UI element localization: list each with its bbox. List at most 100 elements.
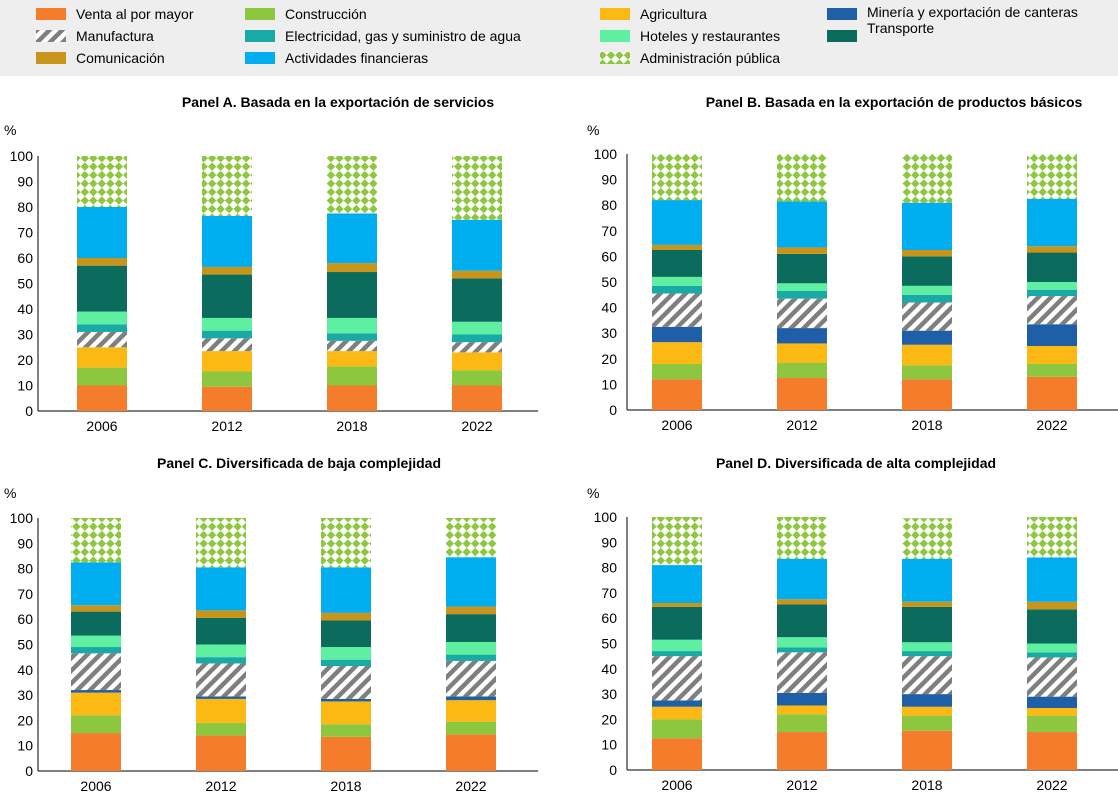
bar-segment-agricultura xyxy=(77,347,127,368)
bar-segment-venta-al-por-mayor xyxy=(71,733,121,771)
bar-segment-mineria-y-exportacion-de-canteras xyxy=(71,690,121,693)
bar-segment-venta-al-por-mayor xyxy=(1027,376,1077,410)
bar-segment-actividades-financieras xyxy=(902,558,952,602)
chart-panel-c: Panel C. Diversificada de baja complejid… xyxy=(4,455,538,794)
y-tick-label: 90 xyxy=(601,534,617,550)
y-tick-label: 20 xyxy=(601,711,617,727)
bar-segment-hoteles-y-restaurantes xyxy=(327,317,377,334)
x-tick-label: 2012 xyxy=(205,778,236,794)
y-tick-label: 40 xyxy=(17,301,33,317)
bar-segment-actividades-financieras xyxy=(777,201,827,248)
legend-label: Actividades financieras xyxy=(285,50,428,66)
bar-segment-transporte xyxy=(1027,252,1077,282)
legend-swatch xyxy=(36,52,66,64)
y-tick-label: 90 xyxy=(17,174,33,190)
bar-segment-venta-al-por-mayor xyxy=(777,732,827,770)
bar-segment-transporte xyxy=(321,620,371,648)
bar-segment-actividades-financieras xyxy=(452,219,502,271)
bar-segment-manufactura xyxy=(77,331,127,348)
bar-segment-agricultura xyxy=(777,705,827,715)
bar-segment-electricidad-gas-y-suministro-de-agua xyxy=(652,651,702,657)
y-tick-label: 100 xyxy=(10,148,34,164)
bar-segment-hoteles-y-restaurantes xyxy=(71,635,121,648)
bar-segment-comunicacion xyxy=(321,612,371,621)
y-tick-label: 50 xyxy=(601,274,617,290)
bar-segment-electricidad-gas-y-suministro-de-agua xyxy=(902,651,952,657)
bar-segment-venta-al-por-mayor xyxy=(652,379,702,410)
bar-segment-administracion-publica xyxy=(777,154,827,202)
bar-segment-transporte xyxy=(777,253,827,284)
bar-segment-electricidad-gas-y-suministro-de-agua xyxy=(446,654,496,661)
y-tick-label: 90 xyxy=(17,535,33,551)
bar-segment-electricidad-gas-y-suministro-de-agua xyxy=(902,294,952,303)
bar-segment-agricultura xyxy=(652,706,702,720)
legend-item-electricidad-gas-y-suministro-de-agua: Electricidad, gas y suministro de agua xyxy=(245,28,521,44)
x-tick-label: 2018 xyxy=(911,417,942,433)
bar-segment-hoteles-y-restaurantes xyxy=(196,644,246,658)
bar-segment-actividades-financieras xyxy=(902,202,952,250)
bar-segment-transporte xyxy=(652,250,702,277)
bar-segment-administracion-publica xyxy=(652,517,702,566)
bar-segment-agricultura xyxy=(71,692,121,716)
y-tick-label: 80 xyxy=(601,197,617,213)
bar-segment-venta-al-por-mayor xyxy=(902,730,952,770)
bar-segment-manufactura xyxy=(327,340,377,352)
bar-segment-transporte xyxy=(202,274,252,318)
y-tick-label: 40 xyxy=(601,300,617,316)
bar-segment-comunicacion xyxy=(777,599,827,605)
legend-label: Construcción xyxy=(285,6,367,22)
bar-segment-comunicacion xyxy=(77,258,127,266)
x-tick-label: 2006 xyxy=(80,778,111,794)
bar-segment-agricultura xyxy=(1027,346,1077,364)
bar-segment-agricultura xyxy=(902,344,952,366)
bar-segment-mineria-y-exportacion-de-canteras xyxy=(652,326,702,343)
bar-segment-venta-al-por-mayor xyxy=(321,736,371,771)
bar-stack-2012 xyxy=(777,154,827,410)
chart-title: Panel B. Basada en la exportación de pro… xyxy=(706,94,1083,110)
bar-segment-hoteles-y-restaurantes xyxy=(902,285,952,295)
bar-segment-agricultura xyxy=(202,351,252,372)
bar-segment-venta-al-por-mayor xyxy=(902,379,952,410)
bar-segment-manufactura xyxy=(902,302,952,331)
legend-swatch xyxy=(245,8,275,20)
bar-segment-administracion-publica xyxy=(777,517,827,559)
bar-segment-administracion-publica xyxy=(452,156,502,220)
y-tick-label: 70 xyxy=(601,585,617,601)
bar-segment-administracion-publica xyxy=(652,154,702,201)
y-axis-label: % xyxy=(4,122,16,138)
bar-segment-construccion xyxy=(1027,715,1077,733)
legend-swatch xyxy=(245,52,275,64)
x-tick-label: 2012 xyxy=(786,777,817,793)
bar-segment-mineria-y-exportacion-de-canteras xyxy=(1027,324,1077,346)
y-tick-label: 40 xyxy=(601,661,617,677)
legend-item-manufactura: Manufactura xyxy=(36,28,154,44)
bar-segment-electricidad-gas-y-suministro-de-agua xyxy=(71,647,121,654)
legend-swatch xyxy=(827,30,857,42)
bar-segment-agricultura xyxy=(777,343,827,363)
bar-segment-construccion xyxy=(1027,363,1077,377)
y-tick-label: 50 xyxy=(17,637,33,653)
y-tick-label: 90 xyxy=(601,172,617,188)
x-tick-label: 2022 xyxy=(461,418,492,434)
bar-segment-hoteles-y-restaurantes xyxy=(652,276,702,286)
bar-segment-construccion xyxy=(321,724,371,737)
bar-stack-2018 xyxy=(902,154,952,410)
y-tick-label: 100 xyxy=(10,510,34,526)
bar-segment-electricidad-gas-y-suministro-de-agua xyxy=(1027,652,1077,658)
y-tick-label: 80 xyxy=(601,560,617,576)
bar-segment-transporte xyxy=(77,265,127,312)
bar-segment-transporte xyxy=(652,606,702,640)
legend-item-administracion-publica: Administración pública xyxy=(600,50,780,66)
bar-stack-2006 xyxy=(77,156,127,411)
bar-segment-administracion-publica xyxy=(1027,154,1077,199)
legend-label: Administración pública xyxy=(640,50,780,66)
bar-segment-comunicacion xyxy=(777,247,827,254)
bar-segment-comunicacion xyxy=(652,244,702,250)
y-tick-label: 60 xyxy=(17,250,33,266)
bar-segment-comunicacion xyxy=(1027,246,1077,253)
x-tick-label: 2006 xyxy=(661,777,692,793)
bar-segment-mineria-y-exportacion-de-canteras xyxy=(902,694,952,707)
bar-segment-actividades-financieras xyxy=(1027,557,1077,602)
bar-segment-administracion-publica xyxy=(196,518,246,568)
legend-item-agricultura: Agricultura xyxy=(600,6,707,22)
